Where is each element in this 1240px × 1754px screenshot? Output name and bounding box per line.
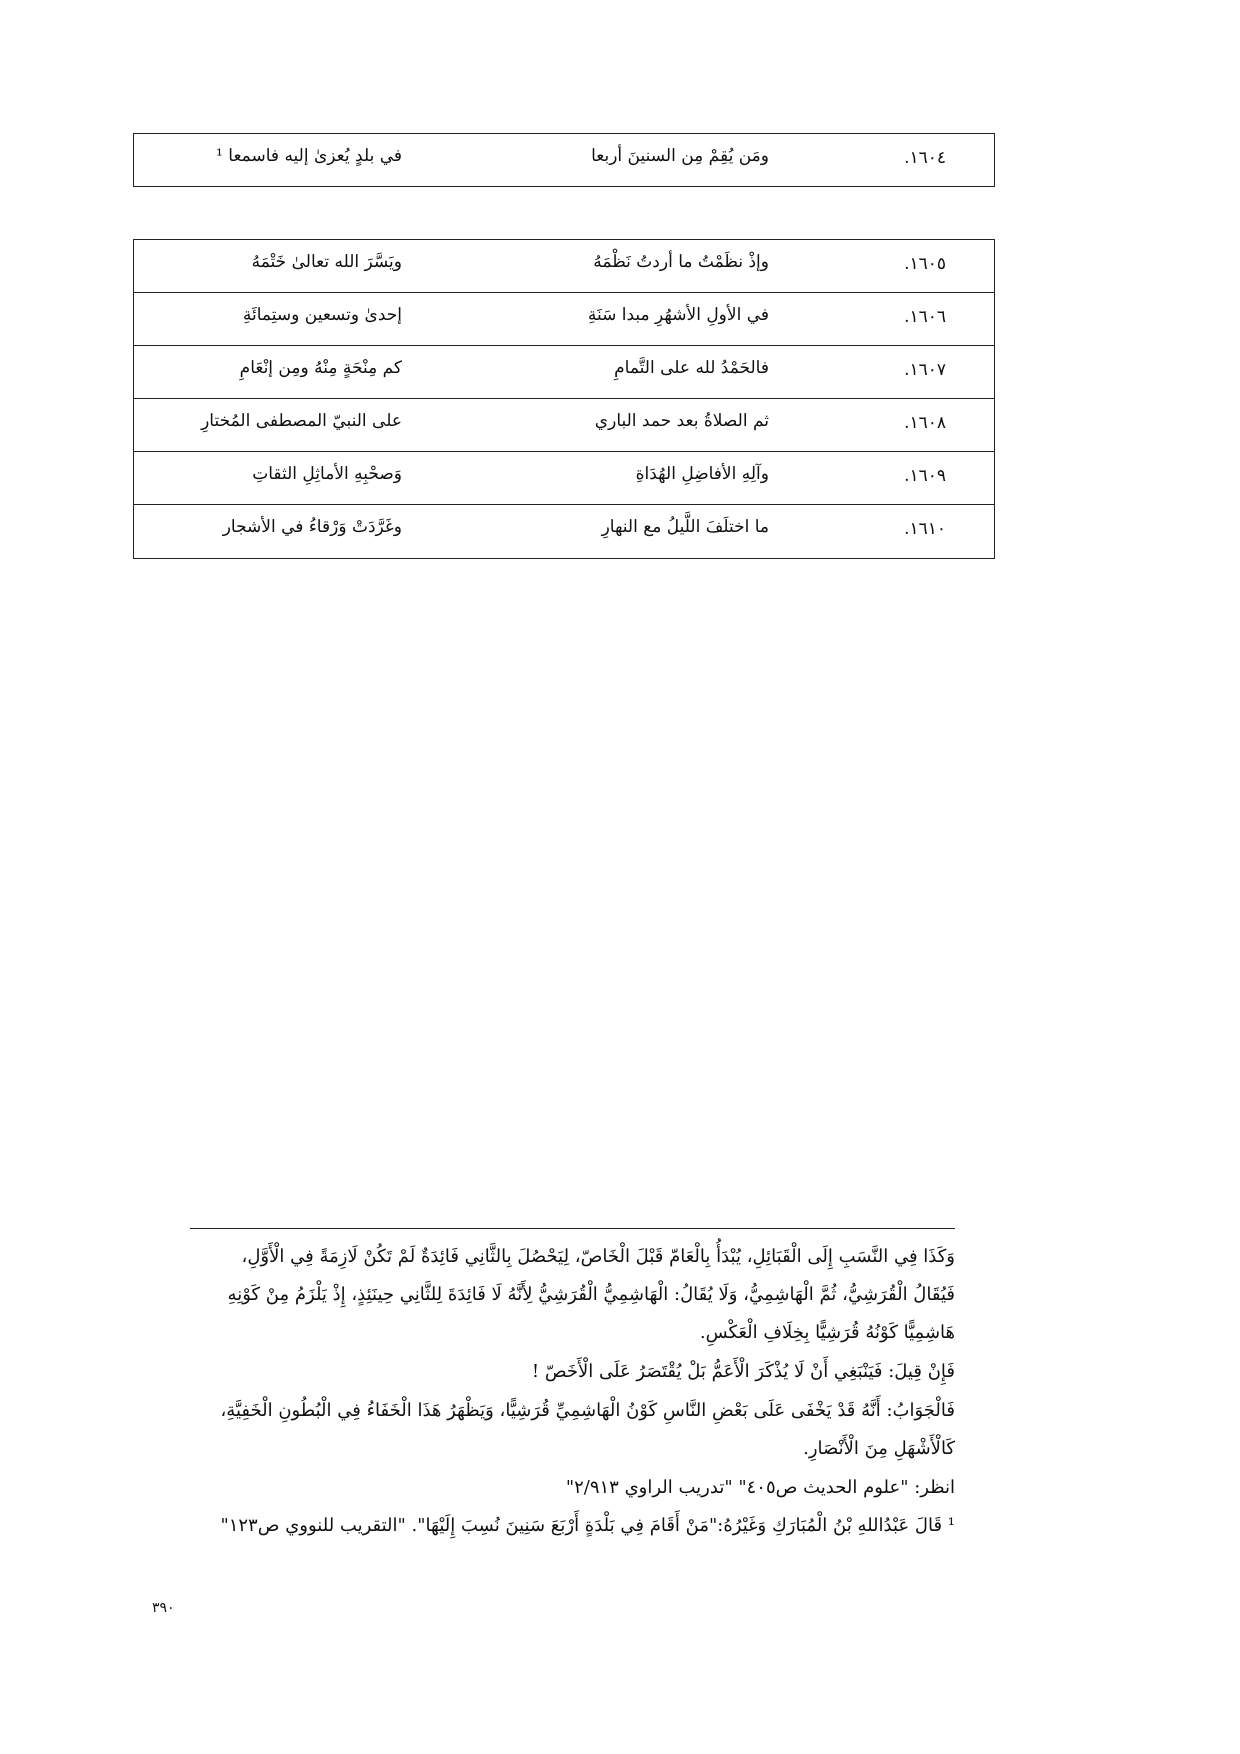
verse-first-hemistich: ما اختلَفَ اللَّيلُ مع النهارِ [601, 517, 769, 537]
verse-number: ١٦٠٩. [904, 466, 946, 486]
verse-number: ١٦٠٨. [904, 413, 946, 433]
verse-table: ١٦٠٥. وإذْ نظَمْتُ ما أردتُ نَظْمَهُ ويَسَ… [133, 239, 995, 559]
verse-first-hemistich: ومَن يُقِمْ مِن السنينَ أربعا [591, 146, 769, 166]
footnote-line: انظر: "علوم الحديث ص٤٠٥" "تدريب الراوي ٢… [565, 1477, 955, 1498]
footnote-line: هَاشِمِيًّا كَوْنُهُ قُرَشِيًّا بِخِلَاف… [699, 1322, 955, 1343]
footnote-line: كَالْأَشْهَلِ مِنَ الْأَنْصَارِ. [803, 1438, 955, 1459]
verse-first-hemistich: ثم الصلاةُ بعد حمد الباري [594, 411, 769, 431]
verse-row: ١٦٠٤. ومَن يُقِمْ مِن السنينَ أربعا في ب… [134, 134, 994, 187]
footnote-line: فَيُقَالُ الْقُرَشِيُّ، ثُمَّ الْهَاشِمِ… [227, 1284, 955, 1305]
verse-row: ١٦٠٦. في الأولِ الأشهُرِ مبدا سَنَةِ إحدىٰ… [134, 293, 994, 346]
verse-number: ١٦١٠. [904, 519, 946, 539]
verse-second-hemistich: وغَرَّدَتْ وَرْقاءُ في الأشجار [222, 517, 402, 537]
verse-number: ١٦٠٦. [904, 307, 946, 327]
verse-second-hemistich: كم مِنْحَةٍ مِنْهُ ومِن إنْعَامِ [239, 358, 402, 378]
page-number: ٣٩٠ [152, 1600, 175, 1616]
verse-first-hemistich: وإذْ نظَمْتُ ما أردتُ نَظْمَهُ [593, 252, 769, 272]
verse-second-hemistich: إحدىٰ وتسعين وستِمائَةِ [242, 305, 402, 325]
verse-first-hemistich: وآلِهِ الأفاضِلِ الهُدَاةِ [635, 464, 769, 484]
verse-first-hemistich: في الأولِ الأشهُرِ مبدا سَنَةِ [587, 305, 769, 325]
footnote-line: وَكَذَا فِي النَّسَبِ إِلَى الْقَبَائِلِ… [241, 1246, 955, 1267]
verse-second-hemistich: على النبيّ المصطفى المُختارِ [201, 411, 402, 431]
verse-row: ١٦٠٥. وإذْ نظَمْتُ ما أردتُ نَظْمَهُ ويَسَ… [134, 240, 994, 293]
verse-number: ١٦٠٧. [904, 360, 946, 380]
verse-row: ١٦٠٨. ثم الصلاةُ بعد حمد الباري على النبيّ… [134, 399, 994, 452]
verse-row: ١٦١٠. ما اختلَفَ اللَّيلُ مع النهارِ وغَرَ… [134, 505, 994, 558]
verse-table-single: ١٦٠٤. ومَن يُقِمْ مِن السنينَ أربعا في ب… [133, 133, 995, 187]
verse-second-hemistich: وَصحْبِهِ الأماثِلِ الثقاتِ [252, 464, 402, 484]
verse-second-hemistich: ويَسَّرَ الله تعالىٰ خَتْمَهُ [251, 252, 402, 272]
verse-number: ١٦٠٤. [904, 148, 946, 168]
footnote-line: ¹ قَالَ عَبْدُاللهِ بْنُ الْمُبَارَكِ وَ… [220, 1515, 955, 1536]
verse-number: ١٦٠٥. [904, 254, 946, 274]
footnote-line: فَإِنْ قِيلَ: فَيَنْبَغِي أَنْ لَا يُذْك… [531, 1361, 955, 1382]
footnote-line: فَالْجَوَابُ: أَنَّهُ قَدْ يَخْفَى عَلَى… [220, 1400, 956, 1421]
verse-row: ١٦٠٩. وآلِهِ الأفاضِلِ الهُدَاةِ وَصحْبِهِ… [134, 452, 994, 505]
verse-row: ١٦٠٧. فالحَمْدُ لله على التَّمامِ كم مِنْح… [134, 346, 994, 399]
footnote-separator [190, 1228, 955, 1229]
verse-first-hemistich: فالحَمْدُ لله على التَّمامِ [614, 358, 769, 378]
verse-second-hemistich: في بلدٍ يُعزىٰ إليه فاسمعا ¹ [216, 146, 402, 166]
